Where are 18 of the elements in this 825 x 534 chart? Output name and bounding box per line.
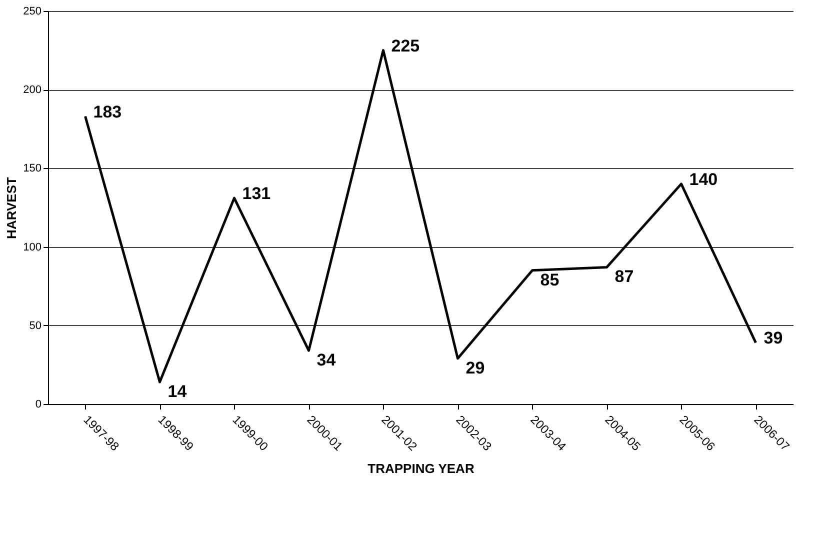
data-label: 131: [242, 184, 271, 204]
data-label: 183: [93, 102, 122, 122]
data-label: 34: [316, 350, 336, 370]
data-label: 140: [689, 170, 718, 189]
y-tick-label: 250: [23, 6, 42, 18]
data-label: 225: [391, 36, 420, 56]
y-tick-label: 50: [29, 320, 42, 332]
x-axis-title: TRAPPING YEAR: [368, 460, 475, 476]
y-tick-label: 0: [35, 398, 42, 410]
data-label: 14: [168, 382, 188, 401]
data-label: 85: [540, 270, 560, 290]
data-label: 39: [764, 328, 783, 348]
y-tick-label: 150: [23, 162, 42, 175]
y-axis-title: HARVEST: [4, 177, 20, 239]
y-tick-label: 100: [23, 241, 42, 254]
data-label: 29: [466, 358, 485, 378]
y-tick-label: 200: [23, 84, 42, 96]
data-label: 87: [614, 267, 634, 286]
